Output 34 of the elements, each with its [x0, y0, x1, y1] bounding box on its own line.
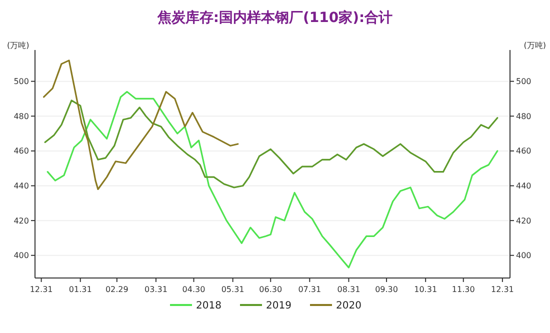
- y2-tick-label: 400: [516, 251, 532, 260]
- y2-tick-label: 440: [516, 182, 532, 191]
- legend-label: 2019: [266, 300, 292, 312]
- y2-axis-title: (万吨): [524, 41, 546, 50]
- y-tick-label: 420: [14, 216, 29, 226]
- legend-label: 2020: [336, 300, 362, 312]
- x-tick-label: 11.30: [452, 285, 475, 294]
- y2-tick-label: 480: [516, 112, 532, 121]
- x-tick-label: 07.31: [298, 285, 322, 294]
- line-series: [44, 100, 498, 188]
- x-tick-label: 05.31: [221, 285, 244, 294]
- chart-title: 焦炭库存:国内样本钢厂(110家):合计: [156, 9, 393, 26]
- x-tick-label: 04.30: [182, 285, 206, 294]
- y-tick-label: 500: [14, 77, 29, 86]
- x-tick-label: 06.30: [259, 285, 282, 294]
- line-series: [43, 60, 239, 190]
- y-tick-label: 460: [14, 146, 29, 156]
- line-series: [46, 90, 498, 268]
- y2-tick-label: 460: [516, 146, 532, 156]
- x-tick-label: 02.29: [105, 285, 128, 294]
- y-tick-label: 480: [14, 112, 29, 121]
- x-tick-label: 08.31: [337, 285, 360, 294]
- y2-tick-label: 420: [516, 216, 532, 226]
- y-tick-label: 440: [14, 182, 29, 191]
- x-tick-label: 03.31: [144, 285, 168, 294]
- x-tick-label: 10.31: [414, 285, 438, 294]
- legend-label: 2018: [196, 300, 222, 312]
- y2-tick-label: 500: [516, 77, 532, 86]
- y-axis-title: (万吨): [7, 41, 30, 50]
- x-tick-label: 09.30: [375, 285, 398, 294]
- y-tick-label: 400: [14, 251, 29, 260]
- x-tick-label: 12.31: [490, 285, 514, 294]
- x-tick-label: 12.31: [30, 285, 53, 294]
- x-tick-label: 01.31: [68, 285, 92, 294]
